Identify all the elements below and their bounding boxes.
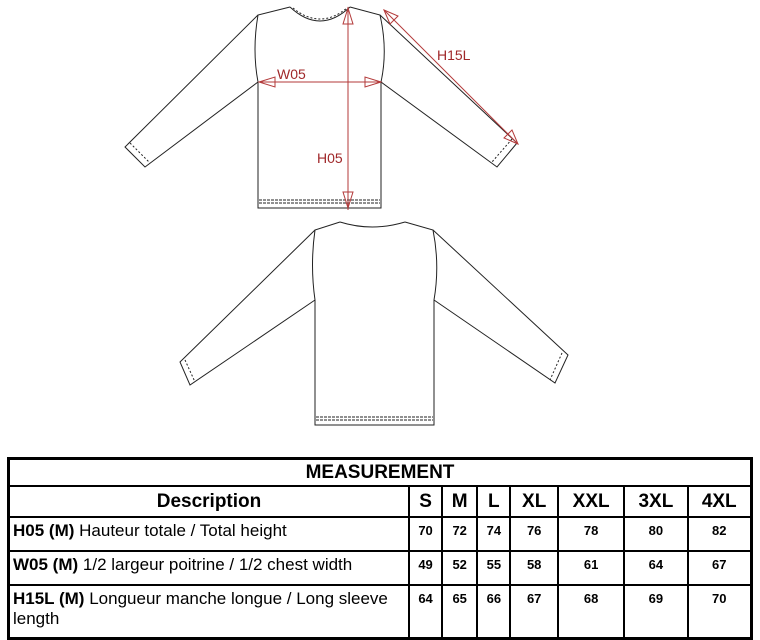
size-header: 3XL [623,485,689,518]
row-code: H05 (M) [13,521,75,540]
size-header: L [476,485,512,518]
table-row: H05 (M) Hauteur totale / Total height 70… [7,516,753,552]
value-cell: 64 [623,550,689,586]
measure-lines [257,6,519,210]
row-text: 1/2 largeur poitrine / 1/2 chest width [82,555,353,574]
value-cell: 70 [686,584,753,640]
size-header: M [441,485,479,518]
row-description: H05 (M) Hauteur totale / Total height [7,516,410,552]
front-shirt [124,6,518,209]
header-row: Description S M L XL XXL 3XL 4XL [7,485,753,518]
value-cell: 52 [441,550,479,586]
row-text: Hauteur totale / Total height [79,521,287,540]
size-header: 4XL [686,485,753,518]
value-cell: 76 [509,516,559,552]
row-text: Longueur manche longue / Long sleeve len… [13,589,388,628]
value-cell: 49 [407,550,444,586]
value-cell: 64 [407,584,444,640]
value-cell: 78 [556,516,626,552]
row-description: H15L (M) Longueur manche longue / Long s… [7,584,410,640]
table-title: MEASUREMENT [7,457,753,487]
sleeve-label: H15L [437,47,471,63]
sleeve-measure-line [383,9,519,145]
table-row: H15L (M) Longueur manche longue / Long s… [7,584,753,640]
height-label: H05 [317,150,343,166]
table-row: W05 (M) 1/2 largeur poitrine / 1/2 chest… [7,550,753,586]
value-cell: 66 [476,584,512,640]
value-cell: 58 [509,550,559,586]
shirt-diagram: W05 H05 H15L [124,6,569,426]
value-cell: 72 [441,516,479,552]
value-cell: 61 [556,550,626,586]
size-header: S [407,485,444,518]
value-cell: 69 [623,584,689,640]
value-cell: 67 [686,550,753,586]
value-cell: 68 [556,584,626,640]
value-cell: 55 [476,550,512,586]
width-label: W05 [277,66,306,82]
row-code: W05 (M) [13,555,79,574]
value-cell: 65 [441,584,479,640]
value-cell: 74 [476,516,512,552]
row-description: W05 (M) 1/2 largeur poitrine / 1/2 chest… [7,550,410,586]
value-cell: 70 [407,516,444,552]
back-shirt [179,221,569,426]
value-cell: 82 [686,516,753,552]
row-code: H15L (M) [13,589,85,608]
size-header: XL [509,485,559,518]
value-cell: 67 [509,584,559,640]
size-header: XXL [556,485,626,518]
description-header: Description [7,485,410,518]
value-cell: 80 [623,516,689,552]
measurement-table: MEASUREMENT Description S M L XL XXL 3XL… [7,457,753,640]
